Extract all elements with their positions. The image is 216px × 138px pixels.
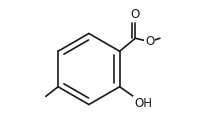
Text: OH: OH [134, 97, 152, 110]
Text: O: O [145, 35, 154, 48]
Text: O: O [131, 8, 140, 22]
